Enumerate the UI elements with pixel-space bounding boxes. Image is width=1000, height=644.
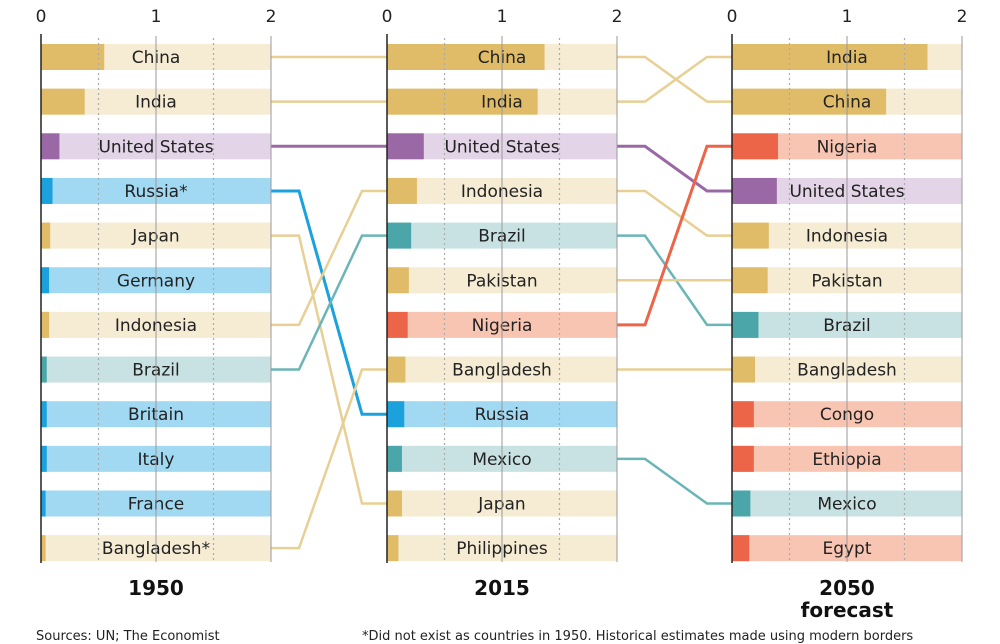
bar-congo bbox=[732, 401, 754, 428]
bar-unitedstates bbox=[41, 133, 60, 160]
axis-tick-label: 0 bbox=[727, 7, 738, 27]
bar-china bbox=[41, 44, 105, 70]
bar-germany bbox=[41, 267, 50, 294]
bar-china bbox=[732, 88, 887, 115]
bar-india bbox=[41, 88, 85, 115]
bar-nigeria bbox=[387, 311, 408, 338]
connector-line-india bbox=[617, 55, 732, 103]
bar-indonesia bbox=[732, 222, 769, 249]
axis-tick-label: 1 bbox=[151, 7, 162, 27]
bar-indonesia bbox=[41, 311, 50, 338]
bar-unitedstates bbox=[387, 133, 424, 160]
bar-russia bbox=[41, 177, 53, 204]
bar-mexico bbox=[732, 490, 751, 517]
bar-china bbox=[387, 44, 545, 70]
axis-tick-label: 0 bbox=[36, 7, 47, 27]
axis-tick-label: 1 bbox=[497, 7, 508, 27]
bar-pakistan bbox=[732, 267, 768, 294]
bar-japan bbox=[41, 222, 51, 249]
footnote: *Did not exist as countries in 1950. His… bbox=[362, 629, 914, 644]
bar-nigeria bbox=[732, 133, 778, 160]
bar-indonesia bbox=[387, 177, 417, 204]
bar-india bbox=[387, 88, 538, 115]
bar-bangladesh bbox=[41, 535, 46, 562]
bar-india bbox=[732, 44, 928, 70]
connector-line-russia bbox=[271, 189, 387, 416]
connector-line-brazil bbox=[271, 234, 387, 371]
connector-line-bangladesh bbox=[271, 368, 387, 550]
bar-bangladesh bbox=[732, 356, 755, 383]
bar-france bbox=[41, 490, 46, 517]
connector-lines bbox=[271, 55, 732, 550]
bar-mexico bbox=[387, 445, 402, 472]
connector-line-unitedstates bbox=[617, 144, 732, 193]
connector-line-mexico bbox=[617, 457, 732, 505]
connector-line-indonesia bbox=[617, 189, 732, 237]
bar-pakistan bbox=[387, 267, 409, 294]
connector-line-japan bbox=[271, 234, 387, 505]
connector-line-nigeria bbox=[617, 144, 732, 327]
bar-japan bbox=[387, 490, 402, 517]
bar-bangladesh bbox=[387, 356, 406, 383]
panel-year-label: 1950 bbox=[128, 576, 184, 600]
source-note: Sources: UN; The Economist bbox=[36, 629, 220, 644]
bar-philippines bbox=[387, 535, 399, 562]
bar-brazil bbox=[41, 356, 47, 383]
axis-tick-label: 2 bbox=[266, 7, 277, 27]
connector-line-indonesia bbox=[271, 189, 387, 327]
panel-subtitle: forecast bbox=[801, 598, 894, 622]
panel-year-label: 2050 bbox=[819, 576, 875, 600]
bar-italy bbox=[41, 445, 47, 472]
axis-tick-label: 2 bbox=[957, 7, 968, 27]
panel-year-label: 2015 bbox=[474, 576, 530, 600]
bar-brazil bbox=[387, 222, 412, 249]
bar-russia bbox=[387, 401, 405, 428]
bar-britain bbox=[41, 401, 47, 428]
axis-tick-label: 0 bbox=[382, 7, 393, 27]
bar-brazil bbox=[732, 311, 759, 338]
bar-ethiopia bbox=[732, 445, 754, 472]
axis-tick-label: 2 bbox=[612, 7, 623, 27]
axis-tick-label: 1 bbox=[842, 7, 853, 27]
bar-egypt bbox=[732, 535, 750, 562]
bar-unitedstates bbox=[732, 177, 777, 204]
